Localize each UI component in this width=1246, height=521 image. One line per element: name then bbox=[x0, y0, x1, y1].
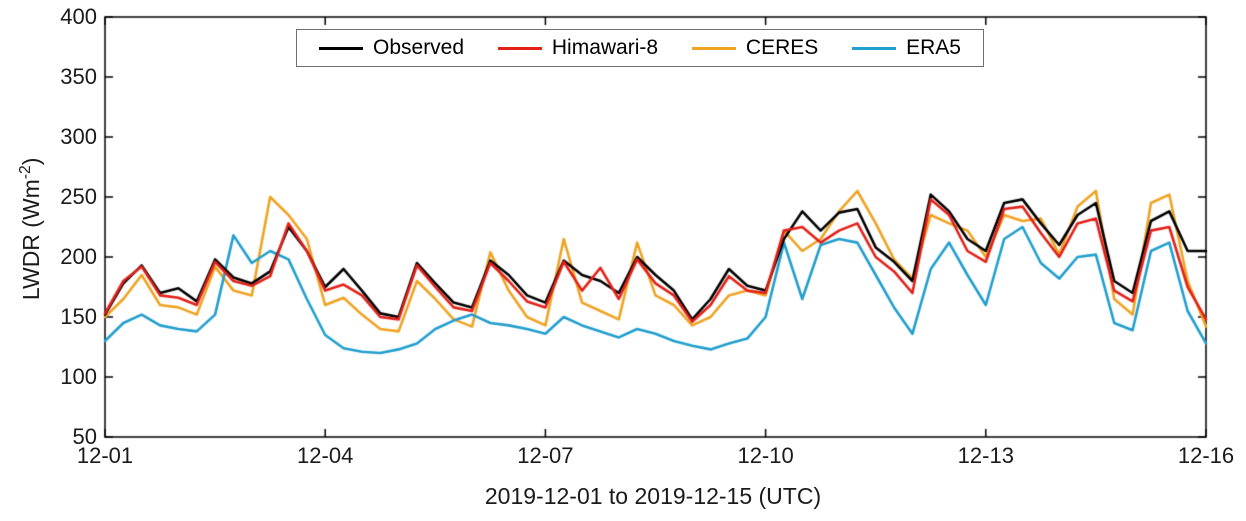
legend-item-observed: Observed bbox=[319, 36, 464, 60]
legend: Observed Himawari-8 CERES ERA5 bbox=[296, 29, 984, 67]
legend-label-ceres: CERES bbox=[745, 36, 819, 59]
x-tick-label: 12-13 bbox=[957, 443, 1014, 468]
y-tick-label: 200 bbox=[60, 244, 97, 269]
legend-item-ceres: CERES bbox=[691, 36, 819, 60]
legend-item-himawari8: Himawari-8 bbox=[497, 36, 659, 60]
era5-line-swatch bbox=[852, 46, 897, 50]
legend-label-observed: Observed bbox=[373, 36, 465, 59]
legend-label-era5: ERA5 bbox=[906, 36, 961, 59]
x-tick-label: 12-10 bbox=[737, 443, 794, 468]
y-axis-label-text: LWDR (Wm bbox=[17, 179, 44, 301]
y-axis-label: LWDR (Wm-2) bbox=[17, 157, 44, 301]
legend-item-era5: ERA5 bbox=[852, 36, 961, 60]
y-tick-label: 350 bbox=[60, 64, 97, 89]
x-axis-label: 2019-12-01 to 2019-12-15 (UTC) bbox=[484, 483, 822, 509]
x-tick-label: 12-07 bbox=[517, 443, 574, 468]
himawari8-line-swatch bbox=[497, 46, 542, 50]
y-tick-label: 300 bbox=[60, 124, 97, 149]
x-tick-label: 12-01 bbox=[76, 443, 134, 468]
y-tick-label: 100 bbox=[60, 364, 97, 389]
ceres-line-swatch bbox=[691, 46, 736, 50]
x-tick-label: 12-04 bbox=[297, 443, 354, 468]
x-tick-label: 12-16 bbox=[1177, 443, 1235, 468]
y-tick-label: 50 bbox=[72, 424, 97, 449]
y-tick-label: 400 bbox=[60, 4, 97, 29]
y-tick-label: 150 bbox=[60, 304, 97, 329]
y-tick-label: 250 bbox=[60, 184, 97, 209]
observed-line-swatch bbox=[319, 46, 363, 50]
legend-label-himawari8: Himawari-8 bbox=[551, 36, 659, 59]
y-axis-label-exponent: -2 bbox=[17, 165, 35, 180]
